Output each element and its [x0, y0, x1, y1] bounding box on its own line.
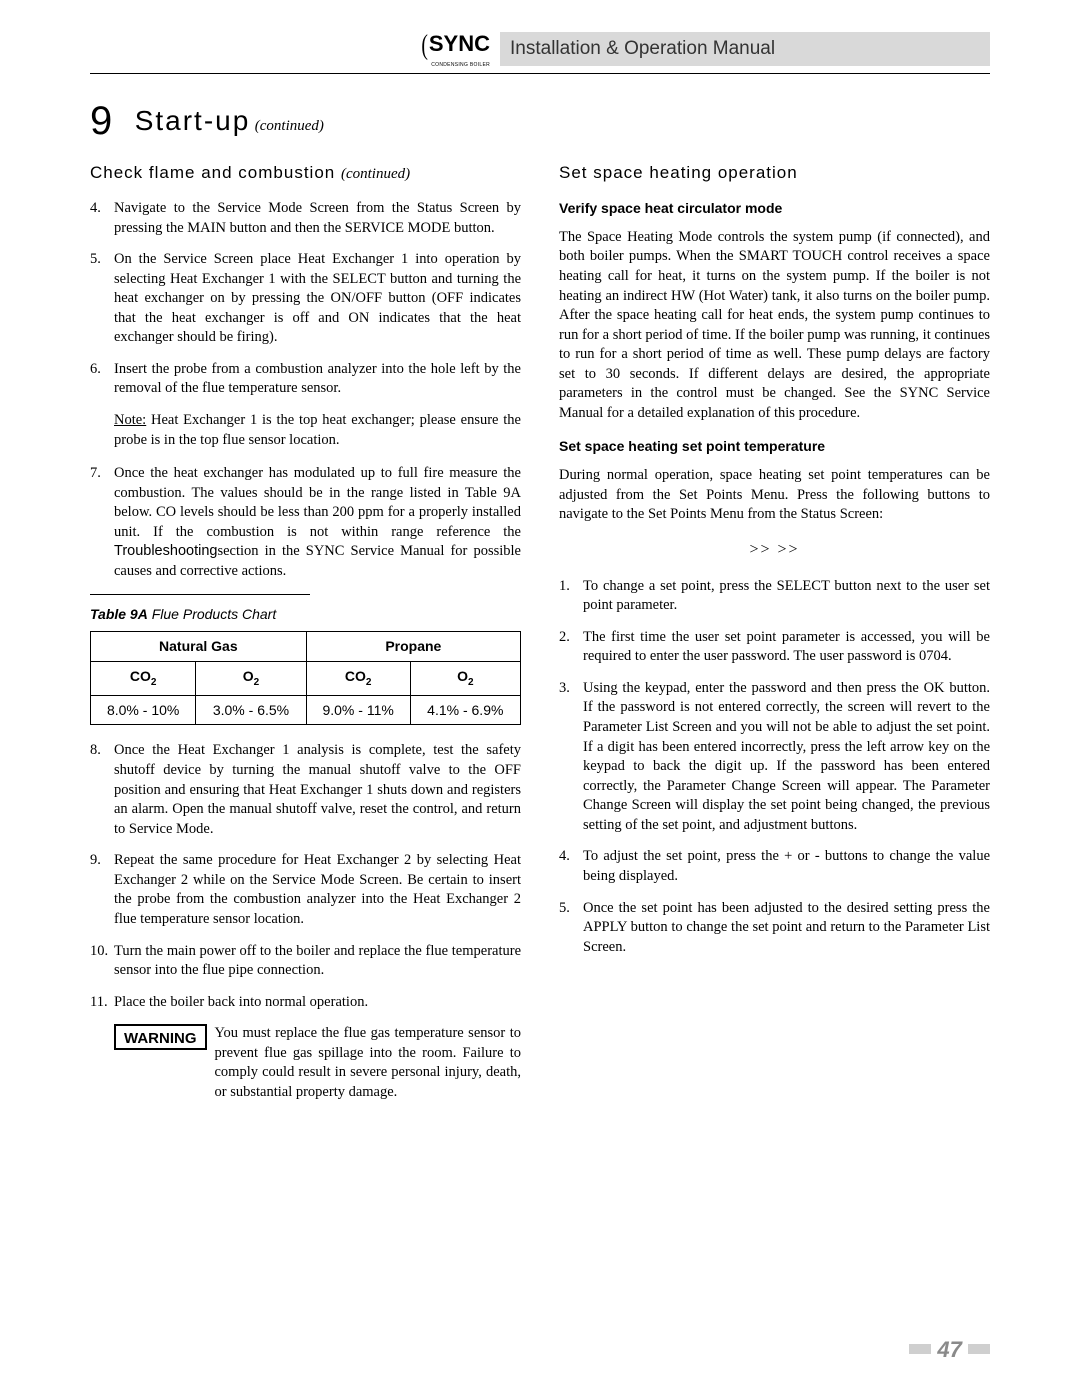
table-header-propane: Propane	[306, 632, 520, 662]
note-label: Note:	[114, 412, 146, 428]
table-header-co2: CO2	[91, 662, 196, 695]
warning-block: WARNING You must replace the flue gas te…	[90, 1024, 521, 1102]
list-item: 6.Insert the probe from a combustion ana…	[90, 360, 521, 399]
warning-text: You must replace the flue gas temperatur…	[215, 1024, 522, 1102]
note-paragraph: Note: Heat Exchanger 1 is the top heat e…	[90, 411, 521, 450]
page-header: (SYNC CONDENSING BOILER Installation & O…	[90, 30, 990, 68]
subsection-continued: (continued)	[341, 166, 410, 182]
left-subsection-title: Check flame and combustion (continued)	[90, 162, 521, 185]
list-item: 10.Turn the main power off to the boiler…	[90, 942, 521, 981]
table-header-co2: CO2	[306, 662, 410, 695]
page-number: 47	[937, 1337, 961, 1362]
set-point-procedure-list: 1.To change a set point, press the SELEC…	[559, 577, 990, 958]
list-item: 5.Once the set point has been adjusted t…	[559, 899, 990, 958]
table-header-o2: O2	[196, 662, 306, 695]
procedure-item-7: 7. Once the heat exchanger has modulated…	[90, 464, 521, 581]
table-cell: 8.0% - 10%	[91, 695, 196, 725]
troubleshooting-ref: Troubleshooting	[114, 543, 217, 559]
procedure-list-a: 4.Navigate to the Service Mode Screen fr…	[90, 199, 521, 399]
list-item: 8.Once the Heat Exchanger 1 analysis is …	[90, 741, 521, 839]
table-cell: 3.0% - 6.5%	[196, 695, 306, 725]
left-column: Check flame and combustion (continued) 4…	[90, 162, 521, 1102]
page-footer: 47	[909, 1337, 990, 1363]
set-point-heading: Set space heating set point temperature	[559, 437, 990, 456]
footer-tick-icon	[968, 1344, 990, 1354]
right-subsection-title: Set space heating operation	[559, 162, 990, 185]
list-item: 1.To change a set point, press the SELEC…	[559, 577, 990, 616]
procedure-list-b: 8.Once the Heat Exchanger 1 analysis is …	[90, 741, 521, 1012]
table-header-natural-gas: Natural Gas	[91, 632, 307, 662]
manual-title: Installation & Operation Manual	[500, 32, 990, 66]
table-caption: Table 9A Flue Products Chart	[90, 605, 521, 624]
list-item: 2.The first time the user set point para…	[559, 628, 990, 667]
list-item: 4.Navigate to the Service Mode Screen fr…	[90, 199, 521, 238]
section-heading: 9 Start-up (continued)	[90, 99, 990, 144]
circulator-paragraph: The Space Heating Mode controls the syst…	[559, 228, 990, 424]
list-item: 4.To adjust the set point, press the + o…	[559, 847, 990, 886]
list-item: 9.Repeat the same procedure for Heat Exc…	[90, 851, 521, 929]
right-column: Set space heating operation Verify space…	[559, 162, 990, 1102]
note-text: Heat Exchanger 1 is the top heat exchang…	[114, 412, 521, 448]
nav-arrows: >> >>	[559, 539, 990, 561]
brand-logo: (SYNC CONDENSING BOILER	[90, 30, 500, 68]
list-item: 7. Once the heat exchanger has modulated…	[90, 464, 521, 581]
section-continued: (continued)	[255, 118, 324, 134]
footer-tick-icon	[909, 1344, 931, 1354]
verify-circulator-heading: Verify space heat circulator mode	[559, 199, 990, 218]
list-item: 11.Place the boiler back into normal ope…	[90, 993, 521, 1013]
table-header-o2: O2	[410, 662, 520, 695]
table-cell: 9.0% - 11%	[306, 695, 410, 725]
section-name: Start-up	[135, 105, 251, 136]
section-number: 9	[90, 99, 112, 143]
table-cell: 4.1% - 6.9%	[410, 695, 520, 725]
warning-label: WARNING	[114, 1024, 207, 1050]
flue-products-table: Natural Gas Propane CO2 O2 CO2 O2 8.0% -…	[90, 631, 521, 725]
set-point-intro: During normal operation, space heating s…	[559, 466, 990, 525]
table-divider	[90, 594, 310, 595]
header-rule	[90, 73, 990, 74]
subsection-text: Check flame and combustion	[90, 163, 335, 182]
content-columns: Check flame and combustion (continued) 4…	[90, 162, 990, 1102]
list-item: 3.Using the keypad, enter the password a…	[559, 679, 990, 836]
list-item: 5.On the Service Screen place Heat Excha…	[90, 250, 521, 348]
